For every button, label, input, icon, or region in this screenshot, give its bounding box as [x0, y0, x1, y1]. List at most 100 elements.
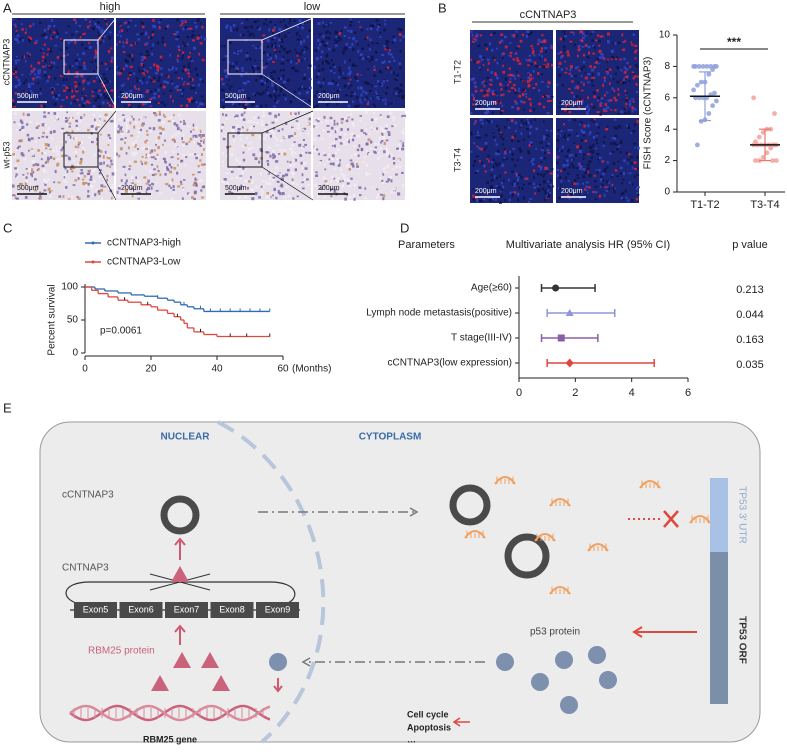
texture	[547, 81, 551, 85]
texture	[291, 178, 294, 181]
texture	[106, 164, 109, 167]
texture	[93, 180, 97, 183]
texture	[278, 27, 282, 31]
texture	[274, 96, 277, 99]
texture	[235, 114, 239, 118]
texture	[188, 99, 192, 103]
texture	[74, 41, 77, 44]
texture	[381, 61, 385, 64]
texture	[604, 167, 607, 170]
texture	[516, 59, 520, 62]
texture	[564, 176, 567, 180]
texture	[559, 56, 564, 59]
texture	[172, 119, 175, 123]
texture	[606, 186, 609, 189]
texture	[63, 89, 67, 92]
texture	[547, 193, 551, 197]
texture	[616, 148, 619, 151]
texture	[52, 96, 55, 99]
texture	[140, 92, 143, 95]
texture	[353, 134, 356, 137]
point	[698, 79, 704, 85]
texture	[538, 89, 541, 92]
texture	[25, 78, 27, 82]
texture	[68, 125, 71, 128]
texture	[357, 86, 360, 90]
texture	[257, 19, 260, 22]
texture	[520, 124, 523, 127]
p53	[496, 653, 514, 671]
texture	[154, 113, 158, 117]
texture	[109, 120, 113, 123]
texture	[197, 34, 200, 37]
texture	[342, 174, 346, 178]
texture	[627, 153, 631, 156]
texture	[65, 140, 67, 144]
texture	[47, 178, 50, 181]
texture	[99, 150, 103, 153]
texture	[527, 121, 530, 125]
texture	[636, 75, 639, 78]
texture	[527, 59, 531, 62]
texture	[274, 95, 278, 98]
texture	[108, 104, 112, 107]
texture	[57, 93, 61, 97]
texture	[563, 135, 567, 139]
texture	[577, 48, 581, 52]
texture	[222, 58, 225, 61]
texture	[562, 37, 565, 40]
texture	[325, 36, 328, 40]
texture	[238, 187, 242, 190]
texture	[613, 190, 616, 194]
texture	[307, 133, 309, 136]
texture	[295, 51, 299, 54]
texture	[176, 171, 179, 175]
texture	[376, 188, 379, 191]
texture	[490, 173, 493, 177]
texture	[136, 42, 138, 45]
texture	[164, 151, 168, 154]
texture	[374, 50, 378, 54]
texture	[265, 133, 269, 137]
texture	[477, 131, 479, 134]
texture	[171, 79, 173, 83]
micrograph	[556, 30, 639, 116]
texture	[41, 34, 43, 37]
texture	[512, 35, 516, 38]
texture	[138, 118, 141, 121]
texture	[492, 135, 496, 139]
texture	[284, 86, 287, 90]
texture	[128, 103, 131, 107]
texture	[379, 36, 382, 38]
texture	[623, 57, 626, 61]
texture	[537, 42, 540, 45]
exons: Exon5 Exon6 Exon7 Exon8 Exon9	[74, 602, 299, 618]
texture	[502, 137, 505, 141]
texture	[359, 53, 363, 57]
texture	[73, 137, 75, 140]
nuclear-label: NUCLEAR	[161, 432, 211, 443]
texture	[534, 192, 537, 195]
texture	[274, 24, 277, 27]
texture	[504, 77, 508, 81]
texture	[127, 25, 130, 28]
texture	[98, 37, 102, 41]
orf-bar	[710, 552, 728, 704]
texture	[556, 161, 559, 165]
texture	[19, 139, 23, 143]
texture	[401, 94, 405, 97]
texture	[487, 154, 490, 158]
texture	[399, 33, 402, 36]
texture	[324, 44, 328, 48]
texture	[389, 66, 392, 70]
texture	[282, 181, 286, 184]
texture	[517, 45, 520, 48]
texture	[51, 91, 54, 94]
texture	[315, 117, 319, 121]
texture	[381, 181, 385, 184]
texture	[67, 156, 71, 159]
texture	[345, 119, 349, 123]
texture	[320, 187, 324, 190]
texture	[14, 70, 17, 74]
texture	[328, 158, 331, 161]
